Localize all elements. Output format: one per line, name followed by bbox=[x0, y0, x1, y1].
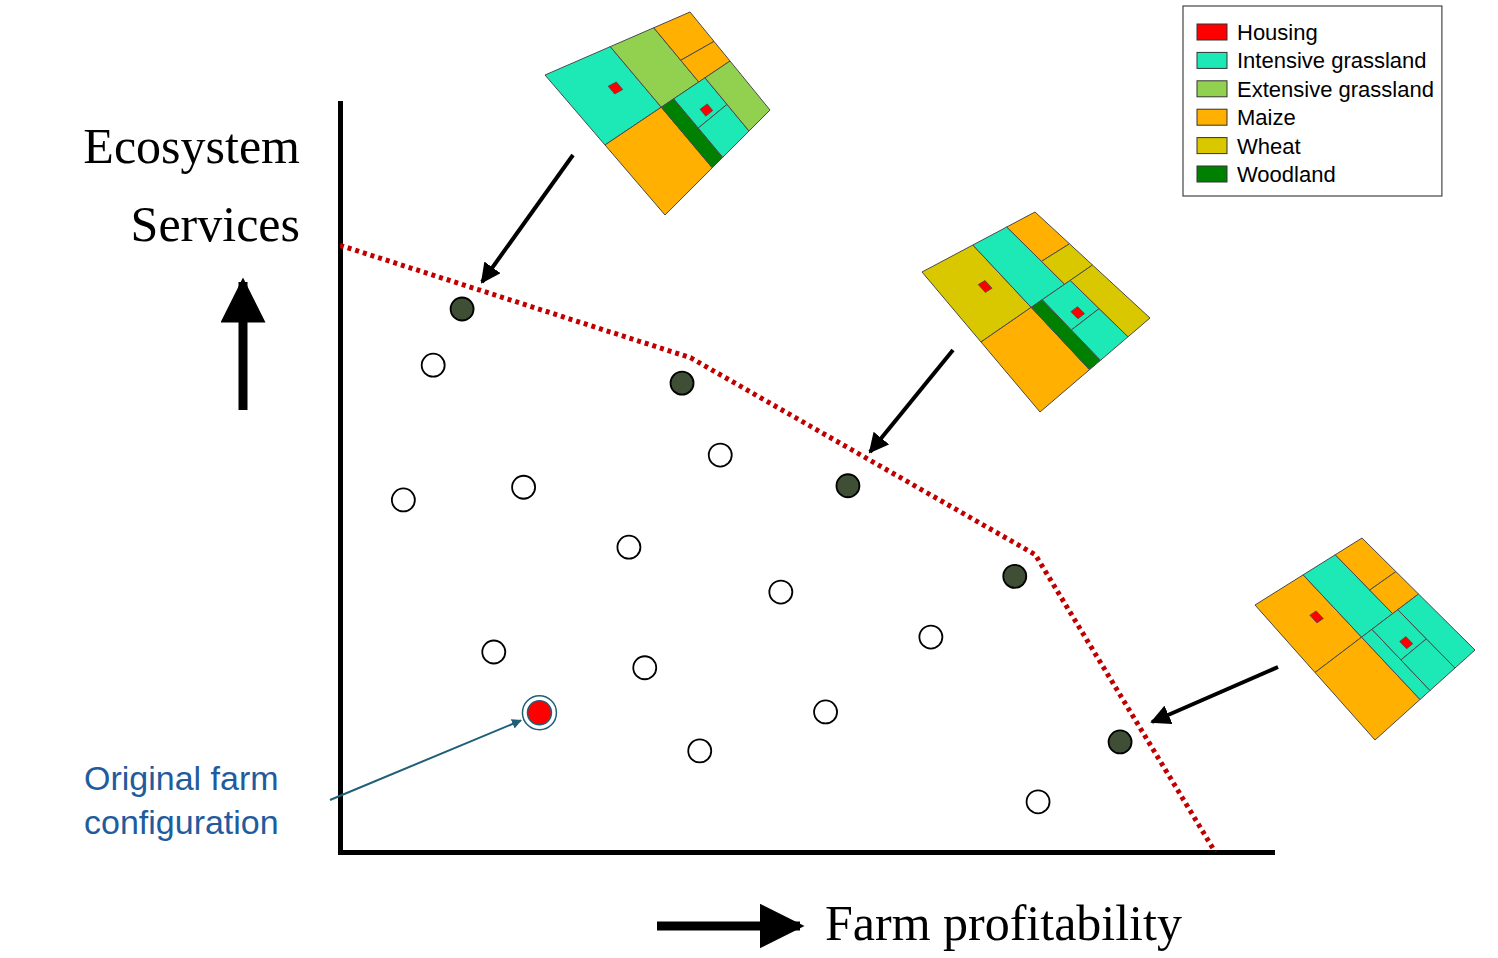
text-line: Original farm bbox=[84, 759, 279, 797]
point bbox=[919, 626, 942, 649]
point bbox=[671, 372, 694, 395]
chart-canvas: Ecosystem Services Farm profitability Origi… bbox=[0, 0, 1498, 958]
point bbox=[451, 297, 474, 320]
point bbox=[1027, 790, 1050, 813]
point bbox=[814, 700, 837, 723]
text-line: Services bbox=[131, 196, 300, 252]
point bbox=[769, 581, 792, 604]
map-arrow bbox=[870, 350, 953, 452]
x-axis-arrow bbox=[657, 922, 800, 931]
legend-label: Woodland bbox=[1237, 162, 1336, 187]
axis-line bbox=[341, 850, 1273, 855]
parcel bbox=[1070, 265, 1150, 337]
point bbox=[709, 444, 732, 467]
legend-label: Housing bbox=[1237, 20, 1318, 45]
y-axis-arrow bbox=[239, 282, 248, 410]
axis-line bbox=[338, 104, 343, 853]
map-arrow bbox=[1152, 667, 1278, 722]
front-line bbox=[340, 245, 1215, 852]
house bbox=[608, 82, 623, 94]
point bbox=[1109, 730, 1132, 753]
house bbox=[1071, 307, 1085, 319]
legend-label: Wheat bbox=[1237, 134, 1301, 159]
point bbox=[688, 739, 711, 762]
point bbox=[482, 641, 505, 664]
annotation-arrow bbox=[330, 720, 521, 800]
y-axis bbox=[340, 104, 341, 853]
plot-marks bbox=[340, 245, 1215, 852]
point-ring bbox=[522, 696, 556, 730]
legend-box bbox=[1183, 6, 1442, 196]
legend-label: Extensive grassland bbox=[1237, 77, 1434, 102]
text-line: Ecosystem bbox=[83, 118, 300, 174]
house bbox=[978, 281, 992, 293]
x-axis-title: Farm profitability bbox=[825, 895, 1182, 951]
point bbox=[633, 656, 656, 679]
parcel bbox=[1398, 594, 1475, 668]
map-arrow bbox=[482, 155, 573, 282]
farm-map bbox=[1255, 538, 1475, 740]
legend: Housing Intensive grassland Extensive gras… bbox=[1183, 6, 1442, 196]
farm-map bbox=[922, 212, 1150, 412]
parcel bbox=[705, 61, 770, 131]
point bbox=[422, 354, 445, 377]
legend-swatch bbox=[1197, 109, 1227, 125]
text-line: configuration bbox=[84, 803, 279, 841]
point bbox=[512, 476, 535, 499]
house bbox=[700, 104, 713, 116]
legend-swatch bbox=[1197, 52, 1227, 68]
point bbox=[392, 488, 415, 511]
annotation: Original farm configuration bbox=[84, 759, 279, 841]
farm-map bbox=[545, 12, 770, 215]
point bbox=[836, 474, 859, 497]
legend-swatch bbox=[1197, 24, 1227, 40]
x-axis bbox=[341, 852, 1273, 853]
point bbox=[617, 536, 640, 559]
legend-swatch bbox=[1197, 166, 1227, 182]
legend-swatch bbox=[1197, 81, 1227, 97]
y-axis-title: Ecosystem Services bbox=[83, 118, 300, 252]
legend-swatch bbox=[1197, 138, 1227, 154]
legend-label: Intensive grassland bbox=[1237, 48, 1427, 73]
point bbox=[527, 701, 551, 725]
house bbox=[1400, 637, 1413, 649]
house bbox=[1310, 611, 1323, 623]
points bbox=[392, 297, 1132, 813]
point bbox=[1003, 565, 1026, 588]
legend-label: Maize bbox=[1237, 105, 1296, 130]
